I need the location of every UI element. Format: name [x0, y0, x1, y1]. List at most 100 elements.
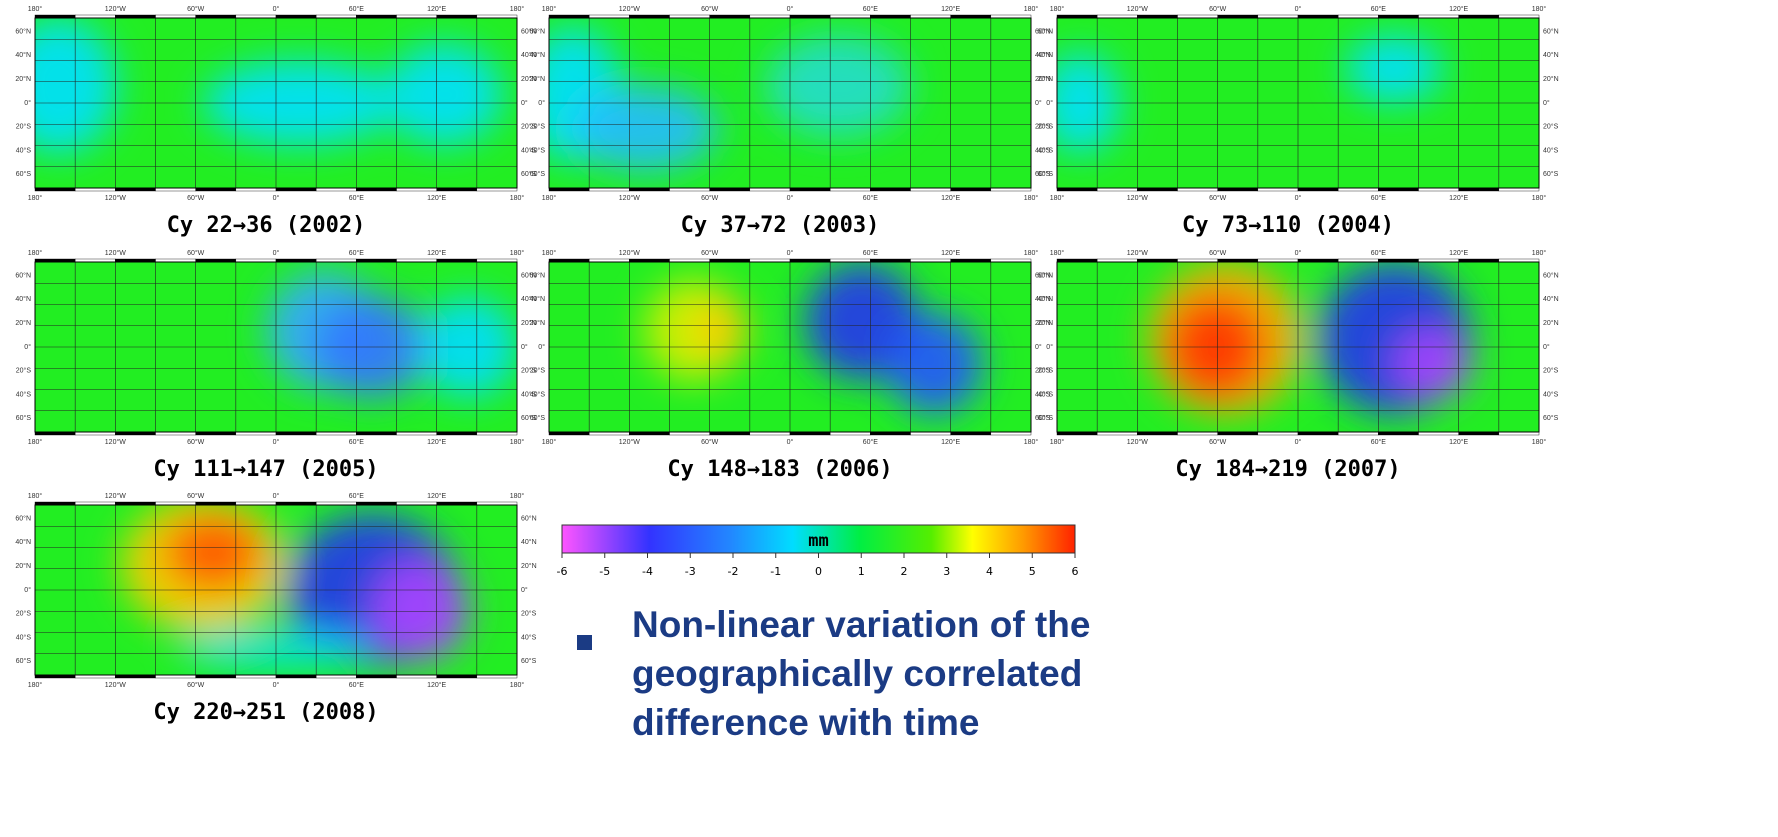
- lat-label: 20°N: [1035, 319, 1051, 327]
- anomaly-blob: [165, 515, 262, 590]
- lon-label: 60°W: [1209, 249, 1227, 257]
- lon-label: 60°E: [863, 194, 879, 202]
- lat-label: 20°S: [530, 123, 546, 131]
- map-border: [34, 504, 518, 676]
- bullet-text: Non-linear variation of the geographical…: [632, 604, 1091, 743]
- lon-label: 0°: [1295, 5, 1302, 13]
- lon-label: 0°: [1295, 194, 1302, 202]
- lon-label: 180°: [1050, 194, 1065, 202]
- lon-label: 60°W: [187, 492, 205, 500]
- lat-label: 0°: [1543, 343, 1550, 351]
- panel-caption: Cy 220→251 (2008): [153, 700, 378, 725]
- panel-caption: Cy 111→147 (2005): [153, 457, 378, 482]
- colorbar-tick-label: 6: [1072, 565, 1079, 578]
- lat-label: 60°S: [1543, 414, 1559, 422]
- lon-label: 120°W: [105, 681, 126, 689]
- map-border: [34, 261, 518, 433]
- anomaly-blob: [372, 559, 469, 662]
- lon-label: 60°W: [1209, 5, 1227, 13]
- lat-label: 40°N: [15, 295, 31, 303]
- anomaly-blob: [698, 296, 747, 364]
- colorbar-tick-label: 1: [858, 565, 865, 578]
- lat-label: 0°: [538, 343, 545, 351]
- lon-label: 120°W: [1127, 438, 1148, 446]
- lat-label: 40°N: [1035, 295, 1051, 303]
- lon-label: 180°: [510, 249, 525, 257]
- lon-label: 0°: [787, 194, 794, 202]
- colorbar-tick-label: -2: [728, 565, 739, 578]
- lat-label: 60°N: [1037, 271, 1053, 279]
- lat-label: 60°S: [521, 170, 537, 178]
- lat-label: 60°S: [16, 657, 32, 665]
- lon-label: 60°W: [701, 438, 719, 446]
- map-panel: 180° 180° 120°W 120°W 60°W 60°W 0° 0° 60°E 60°E 12…: [1037, 249, 1558, 482]
- panel-caption: Cy 184→219 (2007): [1175, 457, 1400, 482]
- bullet-marker: [577, 635, 592, 650]
- lon-label: 120°E: [1449, 438, 1468, 446]
- lon-label: 0°: [787, 249, 794, 257]
- map-border: [548, 261, 1032, 433]
- colorbar-tick-label: -4: [642, 565, 653, 578]
- colorbar-tick-label: -5: [599, 565, 610, 578]
- lon-label: 0°: [273, 681, 280, 689]
- lat-label: 40°S: [1543, 390, 1559, 398]
- panel-caption: Cy 73→110 (2004): [1182, 213, 1394, 238]
- lon-label: 0°: [273, 438, 280, 446]
- lon-label: 120°E: [427, 492, 446, 500]
- lat-label: 0°: [24, 586, 31, 594]
- map-panel: 180° 180° 120°W 120°W 60°W 60°W 0° 0° 60°E 60°E 12…: [529, 249, 1050, 482]
- lon-label: 60°W: [1209, 194, 1227, 202]
- lat-label: 0°: [1035, 99, 1042, 107]
- map-panel: 180° 180° 120°W 120°W 60°W 60°W 0° 0° 60°E 60°E 12…: [15, 492, 536, 725]
- lat-label: 40°N: [1543, 51, 1559, 59]
- lat-label: 20°N: [1035, 75, 1051, 83]
- lon-label: 180°: [1532, 194, 1547, 202]
- lat-label: 20°S: [521, 610, 537, 618]
- lon-label: 120°E: [941, 438, 960, 446]
- colorbar-tick-label: -6: [557, 565, 568, 578]
- lat-label: 40°S: [521, 633, 537, 641]
- colorbar-tick-label: -3: [685, 565, 696, 578]
- lon-label: 60°E: [349, 492, 365, 500]
- lat-label: 40°S: [1035, 390, 1051, 398]
- lat-label: 0°: [521, 586, 528, 594]
- lon-label: 0°: [273, 5, 280, 13]
- lon-label: 120°W: [1127, 249, 1148, 257]
- lon-label: 180°: [510, 492, 525, 500]
- map-panel: 180° 180° 120°W 120°W 60°W 60°W 0° 0° 60°E 60°E 12…: [529, 5, 1051, 238]
- lon-label: 120°E: [941, 5, 960, 13]
- lat-label: 60°S: [521, 414, 537, 422]
- lon-label: 180°: [1050, 5, 1065, 13]
- lon-label: 60°E: [863, 438, 879, 446]
- colorbar-tick-label: 4: [986, 565, 993, 578]
- anomaly-blob: [1394, 330, 1472, 398]
- lon-label: 180°: [1050, 249, 1065, 257]
- map-border: [1056, 17, 1540, 189]
- lon-label: 180°: [1024, 249, 1039, 257]
- lat-label: 0°: [24, 99, 31, 107]
- map-panel: 180° 180° 120°W 120°W 60°W 60°W 0° 0° 60°E 60°E 12…: [1037, 5, 1558, 238]
- lat-label: 60°S: [521, 657, 537, 665]
- lat-label: 0°: [521, 99, 528, 107]
- lon-label: 120°W: [105, 492, 126, 500]
- lon-label: 0°: [1295, 249, 1302, 257]
- lat-label: 20°N: [15, 75, 31, 83]
- lat-label: 20°S: [16, 367, 32, 375]
- map-border: [548, 17, 1032, 189]
- anomaly-blob: [386, 43, 503, 146]
- colorbar-tick-label: 2: [901, 565, 908, 578]
- lat-label: 20°N: [1037, 75, 1053, 83]
- lon-label: 180°: [542, 249, 557, 257]
- lon-label: 120°E: [427, 249, 446, 257]
- lat-label: 60°N: [1543, 27, 1559, 35]
- lon-label: 180°: [28, 492, 43, 500]
- lon-label: 120°W: [1127, 194, 1148, 202]
- lat-label: 40°S: [16, 146, 32, 154]
- lat-label: 60°S: [16, 170, 32, 178]
- lat-label: 60°N: [15, 514, 31, 522]
- lat-label: 20°S: [1035, 123, 1051, 131]
- lat-label: 20°S: [1038, 367, 1054, 375]
- lon-label: 60°E: [863, 249, 879, 257]
- map-panel: 180° 180° 120°W 120°W 60°W 60°W 0° 0° 60°E 60°E 12…: [15, 5, 537, 238]
- lat-label: 0°: [1035, 343, 1042, 351]
